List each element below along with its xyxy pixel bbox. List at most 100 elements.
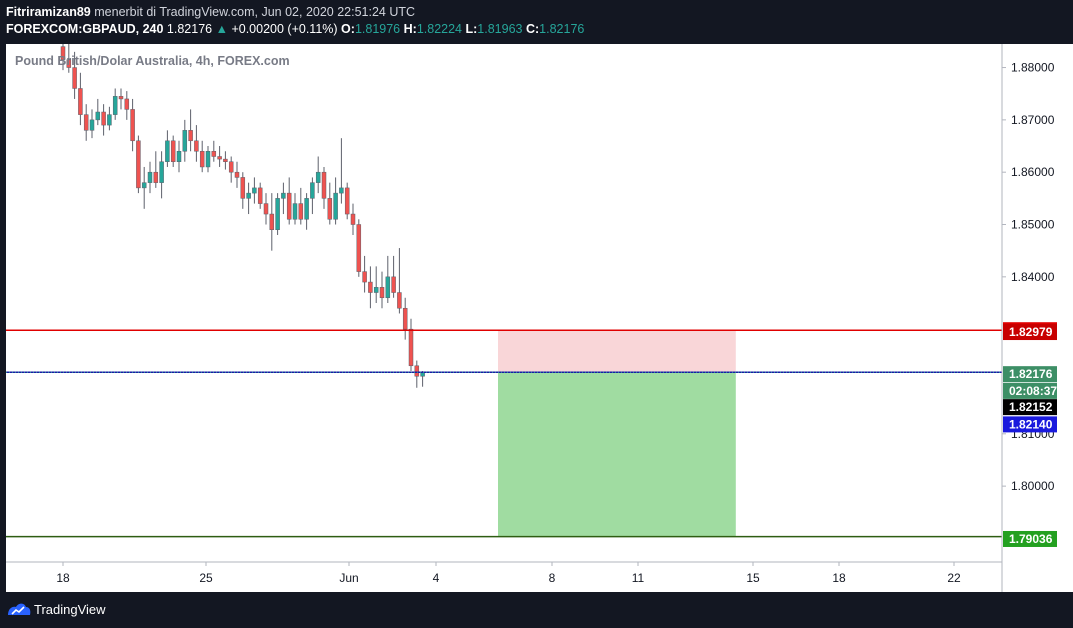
x-tick-label: Jun: [339, 571, 358, 585]
candle-body: [321, 171, 327, 199]
candlestick-chart[interactable]: 1.880001.870001.860001.850001.840001.810…: [6, 44, 1073, 592]
candle-body: [362, 271, 367, 283]
candle-body: [252, 187, 257, 194]
price-axis-label[interactable]: 1.82140: [1003, 416, 1057, 433]
price-axis-label[interactable]: 1.82979: [1003, 324, 1057, 341]
candle-body: [159, 161, 164, 183]
candle-body: [141, 182, 147, 189]
candle-body: [147, 171, 153, 183]
high-label: H:: [403, 22, 417, 36]
last-price: 1.82176: [166, 22, 213, 36]
low-value: 1.81963: [477, 22, 523, 36]
publisher-name[interactable]: Fitriramizan89: [6, 5, 91, 19]
y-tick-label: 1.84000: [1011, 270, 1055, 284]
stop-loss-zone[interactable]: [498, 330, 736, 373]
candle-body: [298, 203, 304, 220]
x-tick-label: 15: [746, 571, 760, 585]
candle-body: [78, 88, 83, 115]
candle-body: [205, 151, 211, 168]
change-arrow-icon: ▲: [215, 22, 228, 36]
candle-body: [153, 171, 159, 183]
price-label-bg: [1003, 382, 1057, 399]
x-tick-label: 4: [433, 571, 440, 585]
publish-info: menerbit di TradingView.com, Jun 02, 202…: [94, 5, 416, 19]
candle-body: [315, 171, 321, 183]
tradingview-logo-icon: [8, 603, 31, 615]
price-label-text: 1.82140: [1009, 417, 1053, 431]
candle-body: [66, 59, 72, 68]
symbol-line: FOREXCOM:GBPAUD, 240 1.82176 ▲ +0.00200 …: [6, 22, 584, 36]
candle-body: [246, 192, 251, 199]
candle-body: [286, 192, 292, 220]
candle-body: [339, 187, 344, 194]
candle-body: [199, 151, 205, 168]
price-label-text: 1.79036: [1009, 532, 1053, 546]
candle-body: [188, 130, 193, 142]
candle-body: [368, 281, 373, 293]
candle-body: [373, 287, 379, 293]
candle-body: [292, 203, 298, 220]
candle-body: [385, 276, 391, 299]
price-label-text: 1.82176: [1009, 367, 1053, 381]
candle-body: [118, 96, 124, 100]
take-profit-zone[interactable]: [498, 372, 736, 537]
price-label-text: 1.82152: [1009, 400, 1053, 414]
candle-body: [257, 187, 263, 204]
candle-body: [263, 203, 269, 215]
candle-body: [275, 198, 280, 230]
candle-body: [379, 287, 385, 299]
candle-body: [310, 182, 315, 199]
candle-body: [344, 187, 350, 215]
candle-body: [408, 328, 414, 367]
chart-header: Fitriramizan89 menerbit di TradingView.c…: [0, 0, 1073, 44]
x-tick-label: 25: [199, 571, 213, 585]
candle-body: [223, 158, 228, 162]
price-label-bg: [1003, 324, 1057, 341]
close-label: C:: [525, 22, 540, 36]
candle-body: [194, 140, 199, 152]
candle-body: [281, 192, 286, 199]
candle-body: [176, 151, 182, 162]
x-tick-label: 18: [832, 571, 846, 585]
price-axis-label[interactable]: 1.79036: [1003, 530, 1057, 547]
candle-body: [402, 307, 408, 330]
candle-body: [327, 198, 333, 220]
symbol-interval[interactable]: FOREXCOM:GBPAUD, 240: [6, 22, 164, 36]
candle-body: [414, 365, 420, 377]
price-axis-label[interactable]: 02:08:37: [1003, 382, 1057, 399]
chart-area[interactable]: 1.88000 1.87000 1.86000 1.85000 1.84000 1.810…: [6, 44, 1073, 592]
candle-body: [304, 198, 309, 220]
price-axis-label[interactable]: 1.82152: [1003, 399, 1057, 416]
candle-body: [240, 177, 246, 199]
candle-body: [72, 67, 77, 89]
candle-body: [397, 292, 402, 309]
price-label-text: 1.82979: [1009, 325, 1053, 339]
candle-body: [124, 98, 130, 110]
candle-body: [182, 130, 188, 152]
footer-brand[interactable]: TradingView: [34, 602, 106, 617]
candle-body: [269, 213, 275, 230]
candle-body: [83, 114, 89, 131]
candle-body: [234, 171, 240, 178]
candle-body: [217, 156, 222, 160]
close-value: 1.82176: [539, 22, 585, 36]
candle-body: [211, 151, 217, 157]
price-label-bg: [1003, 399, 1057, 416]
candle-body: [107, 114, 112, 126]
candle-body: [136, 140, 141, 189]
open-value: 1.81976: [354, 22, 401, 36]
y-tick-label: 1.88000: [1011, 61, 1055, 75]
x-tick-label: 22: [947, 571, 961, 585]
price-axis[interactable]: [1003, 44, 1073, 592]
price-label-bg: [1003, 530, 1057, 547]
y-tick-label: 1.85000: [1011, 218, 1055, 232]
high-value: 1.82224: [416, 22, 462, 36]
price-label-bg: [1003, 416, 1057, 433]
candle-body: [130, 109, 135, 142]
candle-body: [165, 140, 170, 162]
low-label: L:: [465, 22, 478, 36]
price-axis-label[interactable]: 1.82176: [1003, 366, 1057, 383]
y-tick-label: 1.80000: [1011, 479, 1055, 493]
publish-line: Fitriramizan89 menerbit di TradingView.c…: [6, 5, 415, 19]
footer: TradingView: [0, 592, 1073, 628]
